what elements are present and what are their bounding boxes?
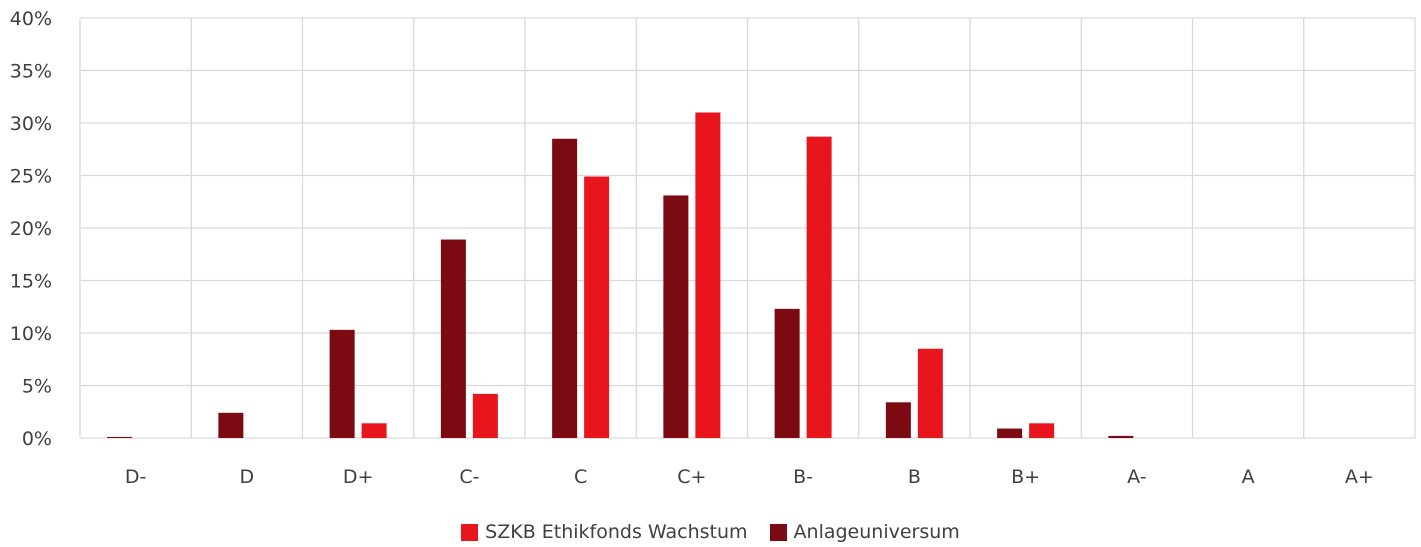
x-tick-label: C (574, 466, 587, 488)
bar-fund-2 (361, 423, 387, 438)
bar-universe-4 (552, 138, 578, 438)
bar-universe-3 (440, 239, 466, 438)
legend-swatch-universe (769, 523, 787, 541)
legend-label-fund: SZKB Ethikfonds Wachstum (485, 521, 748, 543)
bar-universe-9 (1108, 435, 1134, 438)
x-tick-label: B (908, 466, 921, 488)
x-tick-label: D+ (343, 466, 374, 488)
bar-fund-4 (584, 176, 610, 439)
chart-legend: SZKB Ethikfonds Wachstum Anlageuniversum (0, 521, 1421, 543)
x-tick-label: B+ (1011, 466, 1040, 488)
y-tick-label: 25% (10, 166, 52, 188)
bar-chart: 0% 5% 10% 15% 20% 25% 30% 35% 40% D- D D+ C- C C+ B- B B… (10, 8, 1416, 488)
bar-universe-2 (329, 329, 355, 438)
bar-fund-8 (1029, 423, 1055, 438)
x-tick-label: A (1242, 466, 1255, 488)
chart-bars (107, 112, 1134, 439)
bar-universe-0 (107, 436, 133, 438)
bar-fund-7 (917, 348, 943, 438)
chart-grid (79, 17, 1416, 439)
bar-fund-6 (806, 136, 832, 438)
legend-label-universe: Anlageuniversum (793, 521, 960, 543)
legend-swatch-fund (461, 523, 479, 541)
bar-universe-8 (997, 428, 1023, 438)
y-tick-label: 15% (10, 271, 52, 293)
bar-universe-7 (885, 402, 911, 438)
y-tick-label: 20% (10, 218, 52, 240)
y-tick-label: 5% (22, 376, 52, 398)
y-tick-label: 35% (10, 61, 52, 83)
x-tick-label: D (240, 466, 255, 488)
legend-item-universe: Anlageuniversum (769, 521, 960, 543)
bar-fund-3 (472, 393, 498, 438)
x-tick-label: B- (793, 466, 813, 488)
x-tick-label: A- (1127, 466, 1146, 488)
bar-universe-1 (218, 412, 244, 438)
y-tick-label: 40% (10, 8, 52, 30)
bar-universe-6 (774, 308, 800, 438)
y-tick-label: 30% (10, 113, 52, 135)
x-tick-label: D- (125, 466, 147, 488)
x-tick-label: C- (459, 466, 479, 488)
x-tick-label: A+ (1345, 466, 1374, 488)
y-axis-ticks: 0% 5% 10% 15% 20% 25% 30% 35% 40% (10, 8, 52, 450)
y-tick-label: 10% (10, 323, 52, 345)
x-tick-label: C+ (677, 466, 706, 488)
bar-fund-5 (695, 112, 721, 438)
x-axis-ticks: D- D D+ C- C C+ B- B B+ A- A A+ (125, 466, 1374, 488)
legend-item-fund: SZKB Ethikfonds Wachstum (461, 521, 748, 543)
bar-universe-5 (663, 195, 689, 438)
y-tick-label: 0% (22, 428, 52, 450)
